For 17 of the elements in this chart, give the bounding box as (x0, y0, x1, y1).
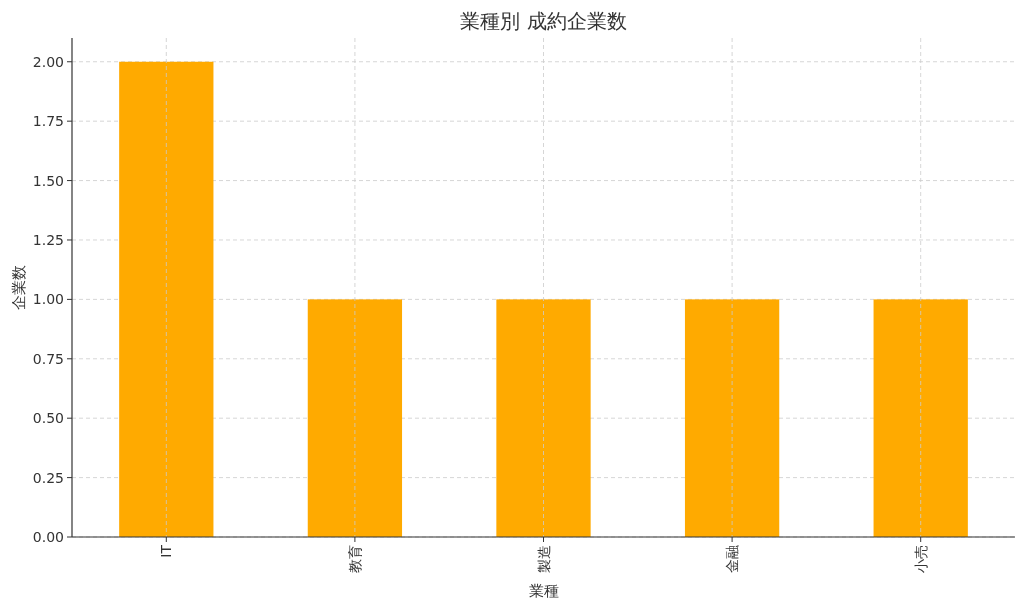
x-tick-label: 金融 (724, 545, 741, 573)
x-axis-title: 業種 (528, 582, 559, 600)
y-tick-label: 1.00 (32, 291, 64, 308)
x-tick-label: 小売 (912, 545, 929, 573)
y-axis-title: 企業数 (10, 265, 28, 310)
y-tick-label: 0.50 (32, 410, 64, 427)
y-tick-label: 0.00 (32, 529, 64, 545)
y-tick-label: 1.25 (32, 231, 64, 248)
x-tick-label: 教育 (346, 545, 363, 573)
y-tick-label: 1.50 (32, 172, 64, 189)
y-tick-label: 1.75 (32, 113, 64, 130)
chart-title: 業種別 成約企業数 (460, 9, 627, 33)
y-tick-label: 2.00 (32, 53, 64, 70)
x-tick-label: 製造 (535, 545, 552, 573)
y-tick-label: 0.25 (32, 469, 64, 486)
x-tick-label: IT (158, 544, 175, 558)
y-tick-label: 0.75 (32, 350, 64, 367)
